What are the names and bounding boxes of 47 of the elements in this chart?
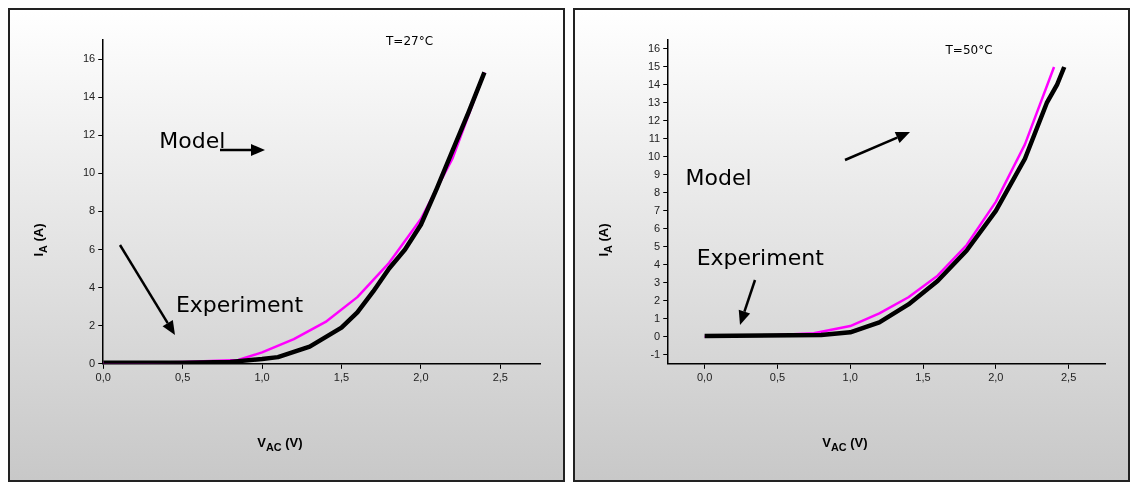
annotation: T=27°C (386, 33, 434, 48)
y-tick-label: 10 (82, 166, 96, 179)
y-tick-label: 8 (654, 185, 661, 198)
y-tick-label: 1 (654, 311, 661, 324)
x-tick-label: 0,0 (696, 371, 713, 384)
y-tick-label: 14 (647, 78, 661, 90)
y-tick-label: 15 (647, 60, 661, 73)
y-tick-label: 16 (647, 42, 661, 55)
x-tick-label: 0,5 (175, 371, 191, 384)
y-tick-label: 4 (654, 257, 661, 270)
annotation: T=50°C (945, 42, 993, 57)
annotation: Model (685, 165, 752, 191)
x-tick-label: 0,5 (769, 371, 786, 384)
y-tick-label: 10 (647, 149, 661, 162)
y-tick-label: 11 (648, 131, 661, 144)
annotation: Model (159, 127, 226, 153)
y-tick-label: 0 (654, 329, 661, 342)
y-tick-label: -1 (650, 347, 661, 360)
x-tick-label: 1,5 (333, 371, 350, 384)
y-tick-label: 13 (647, 95, 661, 108)
y-tick-label: 14 (82, 90, 96, 103)
x-tick-label: 2,5 (492, 371, 508, 384)
annotation: Experiment (175, 292, 304, 317)
y-tick-label: 16 (82, 52, 96, 65)
x-tick-label: 1,0 (842, 371, 858, 384)
x-axis-title: V$_{AC}$ (V) (256, 435, 304, 453)
x-tick-label: 1,0 (254, 371, 270, 384)
y-tick-label: 6 (89, 242, 96, 255)
y-tick-label: 4 (89, 280, 96, 293)
y-tick-label: 2 (654, 293, 661, 306)
y-tick-label: 9 (654, 167, 661, 180)
x-tick-label: 2,0 (988, 371, 1004, 384)
x-tick-label: 0,0 (95, 371, 111, 384)
y-tick-label: 12 (647, 113, 661, 126)
x-axis-title: V$_{AC}$ (V) (821, 435, 869, 453)
y-tick-label: 5 (654, 239, 661, 252)
annotation: Experiment (696, 245, 824, 270)
y-tick-label: 3 (654, 275, 661, 288)
y-tick-label: 2 (89, 318, 96, 331)
y-tick-label: 6 (654, 221, 661, 234)
y-tick-label: 8 (89, 204, 96, 217)
y-tick-label: 0 (89, 356, 96, 369)
y-tick-label: 12 (82, 128, 96, 141)
x-tick-label: 2,0 (413, 371, 429, 384)
x-tick-label: 1,5 (915, 371, 931, 384)
y-tick-label: 7 (654, 203, 661, 216)
x-tick-label: 2,5 (1060, 371, 1077, 384)
